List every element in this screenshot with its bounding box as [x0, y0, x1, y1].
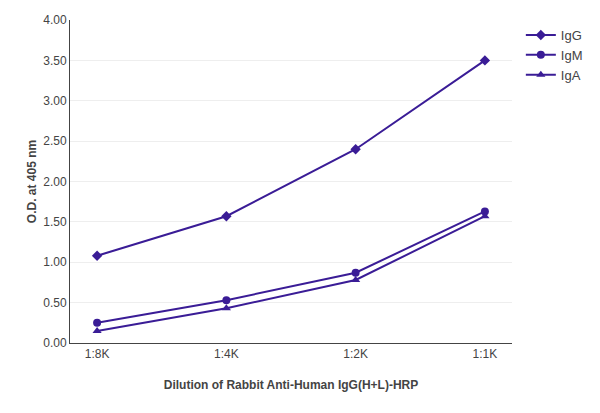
svg-text:2.50: 2.50 [43, 134, 67, 148]
svg-text:1:4K: 1:4K [214, 347, 239, 361]
svg-text:IgM: IgM [561, 48, 583, 63]
svg-text:1.50: 1.50 [43, 215, 67, 229]
svg-text:1.00: 1.00 [43, 255, 67, 269]
svg-text:1:8K: 1:8K [85, 347, 110, 361]
svg-text:1:1K: 1:1K [473, 347, 498, 361]
svg-text:3.00: 3.00 [43, 94, 67, 108]
svg-text:Dilution of Rabbit Anti-Human: Dilution of Rabbit Anti-Human IgG(H+L)-H… [164, 378, 419, 392]
svg-text:4.00: 4.00 [43, 13, 67, 27]
svg-text:IgA: IgA [561, 68, 581, 83]
svg-text:2.00: 2.00 [43, 175, 67, 189]
svg-text:3.50: 3.50 [43, 54, 67, 68]
svg-text:1:2K: 1:2K [343, 347, 368, 361]
svg-text:0.50: 0.50 [43, 296, 67, 310]
svg-text:O.D. at 405 nm: O.D. at 405 nm [25, 140, 39, 223]
svg-text:IgG: IgG [561, 28, 582, 43]
svg-text:0.00: 0.00 [43, 336, 67, 350]
